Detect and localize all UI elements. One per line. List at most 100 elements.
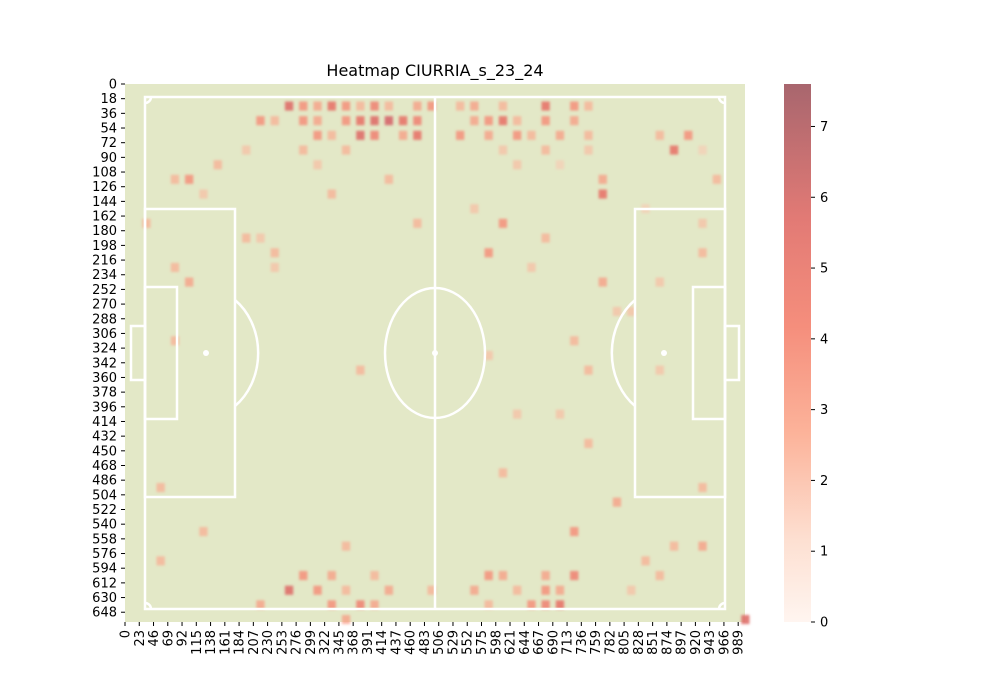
corner-arc-bl xyxy=(144,601,153,610)
colorbar-tick-label: 0 xyxy=(820,616,828,631)
heatmap-cell xyxy=(327,571,336,581)
x-tick-label: 322 xyxy=(318,630,333,655)
y-tick-label: 144 xyxy=(92,195,117,210)
heatmap-cell xyxy=(199,189,208,199)
heatmap-cell xyxy=(256,116,265,126)
heatmap-cell xyxy=(712,174,721,184)
y-tick-label: 72 xyxy=(100,136,117,151)
x-tick-label: 506 xyxy=(432,630,447,655)
heatmap-cell xyxy=(313,585,322,595)
heatmap-cell xyxy=(484,600,493,610)
heatmap-cell xyxy=(741,615,750,625)
y-tick-label: 360 xyxy=(92,371,117,386)
heatmap-cell xyxy=(470,101,479,111)
heatmap-cell xyxy=(370,600,379,610)
y-tick-label: 342 xyxy=(92,356,117,371)
x-tick-label: 138 xyxy=(204,630,219,655)
heatmap-cell xyxy=(427,101,436,111)
heatmap-cell xyxy=(513,130,522,140)
x-tick-label: 23 xyxy=(133,630,148,647)
heatmap-cell xyxy=(541,116,550,126)
heatmap-cell xyxy=(170,262,180,272)
heatmap-cell xyxy=(484,130,493,140)
x-tick-label: 299 xyxy=(304,630,319,655)
heatmap-cell xyxy=(156,483,165,493)
left-penalty-arc xyxy=(234,299,260,407)
heatmap-cell xyxy=(284,585,294,595)
heatmap-cell xyxy=(313,116,322,126)
heatmap-cell xyxy=(170,174,180,184)
heatmap-cell xyxy=(655,277,664,287)
y-tick-label: 576 xyxy=(92,547,117,562)
heatmap-cell xyxy=(398,116,408,126)
heatmap-cell xyxy=(627,306,636,316)
heatmap-cell xyxy=(270,116,279,126)
heatmap-cell xyxy=(698,541,707,551)
x-tick-label: 92 xyxy=(176,630,191,647)
x-tick-label: 575 xyxy=(475,630,490,655)
y-tick-label: 216 xyxy=(92,254,117,269)
heatmap-cell xyxy=(327,600,336,610)
heatmap-cell xyxy=(684,130,693,140)
heatmap-cell xyxy=(570,336,579,346)
heatmap-cell xyxy=(541,585,550,595)
heatmap-cell xyxy=(270,248,279,258)
heatmap-cell xyxy=(555,600,565,610)
heatmap-cell xyxy=(384,101,393,111)
x-tick-label: 115 xyxy=(190,630,205,655)
corner-arc-br xyxy=(717,601,726,610)
x-tick-label: 943 xyxy=(703,630,718,655)
x-tick-label: 667 xyxy=(532,630,547,655)
heatmap-cell xyxy=(498,145,508,155)
heatmap-cell xyxy=(570,101,579,111)
heatmap-cell xyxy=(484,116,493,126)
heatmap-cell xyxy=(256,233,265,243)
heatmap-cell xyxy=(470,585,479,595)
y-tick-label: 126 xyxy=(92,180,117,195)
y-tick-label: 306 xyxy=(92,327,117,342)
heatmap-cell xyxy=(584,145,593,155)
heatmap-cell xyxy=(470,204,479,214)
x-tick-label: 529 xyxy=(446,630,461,655)
heatmap-cell xyxy=(341,541,351,551)
x-tick-label: 46 xyxy=(147,630,162,647)
y-tick-label: 162 xyxy=(92,210,117,225)
heatmap-cell xyxy=(199,527,208,537)
heatmap-cell xyxy=(327,101,336,111)
heatmap-cells xyxy=(142,101,750,625)
heatmap-cell xyxy=(313,130,322,140)
y-tick-label: 414 xyxy=(92,415,117,430)
heatmap-cell xyxy=(541,600,550,610)
heatmap-cell xyxy=(413,116,422,126)
heatmap-cell xyxy=(356,130,365,140)
heatmap-cell xyxy=(484,350,493,360)
y-tick-label: 522 xyxy=(92,503,117,518)
y-tick-label: 18 xyxy=(100,92,117,107)
heatmap-cell xyxy=(498,116,508,126)
center-spot xyxy=(432,350,438,356)
heatmap-cell xyxy=(270,262,279,272)
x-tick-label: 966 xyxy=(717,630,732,655)
heatmap-cell xyxy=(570,527,579,537)
x-tick-label: 736 xyxy=(575,630,590,655)
heatmap-cell xyxy=(341,615,351,625)
heatmap-cell xyxy=(698,218,707,228)
y-tick-label: 180 xyxy=(92,224,117,239)
x-tick-label: 161 xyxy=(218,630,233,655)
y-tick-label: 558 xyxy=(92,532,117,547)
heatmap-cell xyxy=(413,130,422,140)
y-tick-label: 378 xyxy=(92,386,117,401)
heatmap-cell xyxy=(584,438,593,448)
x-tick-label: 368 xyxy=(347,630,362,655)
heatmap-cell xyxy=(370,130,379,140)
heatmap-cell xyxy=(341,585,351,595)
heatmap-cell xyxy=(456,130,465,140)
x-tick-label: 598 xyxy=(489,630,504,655)
right-penalty-spot xyxy=(661,350,667,356)
heatmap-cell xyxy=(299,571,308,581)
heatmap-cell xyxy=(413,218,422,228)
x-tick-label: 690 xyxy=(546,630,561,655)
heatmap-cell xyxy=(627,585,636,595)
y-tick-label: 630 xyxy=(92,591,117,606)
x-tick-label: 345 xyxy=(332,630,347,655)
